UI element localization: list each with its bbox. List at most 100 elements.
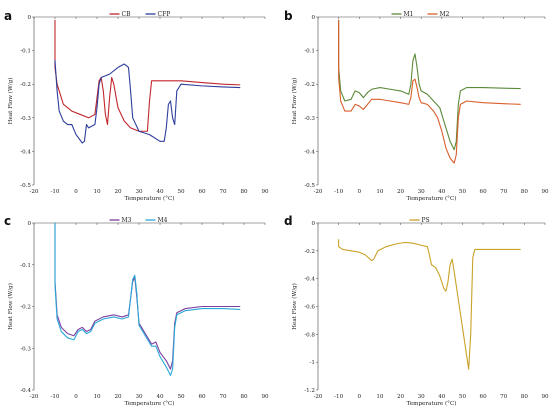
x-tick-label: 10 (376, 394, 384, 400)
y-tick-label: -0.2 (20, 305, 31, 311)
x-tick-label: 70 (500, 189, 508, 195)
y-tick-label: -0.8 (304, 332, 315, 338)
x-tick-label: 20 (397, 394, 405, 400)
y-tick-label: -1.2 (304, 388, 315, 394)
x-tick-label: 60 (480, 189, 488, 195)
x-tick-label: 50 (459, 189, 467, 195)
series-line-m2 (338, 19, 521, 164)
x-tick-label: 70 (500, 394, 508, 400)
x-tick-label: -10 (334, 189, 343, 195)
x-axis-title: Temperature (°C) (407, 400, 457, 407)
chart-panel-a: a 0 -0.1 -0.2 -0.3 -0.4 -0.5-20 -10 0 10 20 30 40 50 6… (4, 9, 269, 202)
panel-letter: c (4, 214, 11, 228)
y-tick-label: -0.2 (20, 82, 31, 88)
x-tick-label: 70 (219, 189, 227, 195)
panel-letter: b (284, 9, 293, 23)
x-tick-label: 60 (480, 394, 488, 400)
x-axis-title: Temperature (°C) (125, 195, 175, 202)
y-tick-label: -0.2 (304, 249, 315, 255)
y-tick-label: -1 (310, 360, 315, 366)
series-line-cb (54, 19, 241, 132)
series-line-m3 (54, 222, 241, 370)
x-tick-label: 40 (156, 189, 164, 195)
y-tick-label: -0.3 (20, 116, 31, 122)
y-axis-title: Heat Flow (W/g) (291, 283, 298, 330)
x-tick-label: 50 (177, 394, 185, 400)
x-tick-label: -20 (313, 189, 322, 195)
x-tick-label: 0 (74, 189, 78, 195)
x-tick-label: 60 (198, 189, 206, 195)
x-tick-label: -10 (50, 189, 59, 195)
y-tick-label: -0.3 (20, 346, 31, 352)
y-tick-label: -0.4 (304, 277, 315, 283)
x-tick-label: 40 (156, 394, 164, 400)
x-tick-label: 80 (521, 394, 529, 400)
legend-label-m4: M4 (158, 217, 168, 224)
y-tick-label: -0.1 (304, 49, 315, 55)
series-line-m1 (338, 19, 521, 151)
chart-panel-b: b 0 -0.1 -0.2 -0.3 -0.4 -0.5-20 -10 0 10 20 30 40 50 6… (284, 9, 549, 202)
y-axis-title: Heat Flow (W/g) (7, 283, 14, 330)
y-tick-label: -0.3 (304, 116, 315, 122)
x-tick-label: -20 (313, 394, 322, 400)
x-axis-title: Temperature (°C) (125, 400, 175, 407)
panel-letter: d (284, 214, 293, 228)
y-tick-label: -0.1 (20, 49, 31, 55)
x-tick-label: 90 (261, 394, 269, 400)
x-tick-label: 10 (93, 394, 101, 400)
chart-panel-c: c 0 -0.1 -0.2 -0.3 -0.4-20 -10 0 10 20 30 40 50 60 70 8… (4, 214, 269, 407)
y-tick-label: -0.6 (304, 305, 315, 311)
x-tick-label: 30 (418, 189, 426, 195)
x-tick-label: -10 (334, 394, 343, 400)
x-axis-title: Temperature (°C) (407, 195, 457, 202)
y-tick-label: -0.5 (304, 183, 315, 189)
series-line-ps (338, 239, 521, 370)
y-tick-label: -0.4 (20, 388, 31, 394)
x-tick-label: 0 (74, 394, 78, 400)
y-tick-label: -0.5 (20, 183, 31, 189)
y-axis-title: Heat Flow (W/g) (291, 78, 298, 125)
y-tick-label: 0 (27, 221, 31, 227)
x-tick-label: 80 (521, 189, 529, 195)
x-tick-label: 70 (219, 394, 227, 400)
x-tick-label: 90 (541, 394, 549, 400)
legend-label-ps: PS (422, 217, 430, 224)
x-tick-label: 10 (376, 189, 384, 195)
x-tick-label: 20 (114, 394, 122, 400)
y-tick-label: -0.4 (20, 149, 31, 155)
x-tick-label: -20 (29, 394, 38, 400)
x-tick-label: -20 (29, 189, 38, 195)
chart-panel-d: d 0 -0.2 -0.4 -0.6 -0.8 -1 -1.2-20 -10 0 10 20 30 40 5… (284, 214, 549, 407)
y-axis-title: Heat Flow (W/g) (7, 78, 14, 125)
x-tick-label: 40 (438, 189, 446, 195)
y-tick-label: -0.2 (304, 82, 315, 88)
x-tick-label: 60 (198, 394, 206, 400)
x-tick-label: 40 (438, 394, 446, 400)
y-tick-label: 0 (27, 15, 31, 21)
panel-letter: a (4, 9, 12, 23)
y-tick-label: -0.4 (304, 149, 315, 155)
series-line-m4 (54, 222, 241, 376)
x-tick-label: 80 (240, 189, 248, 195)
x-tick-label: 0 (357, 394, 361, 400)
x-tick-label: 20 (114, 189, 122, 195)
legend-label-cb: CB (122, 11, 132, 18)
x-tick-label: 80 (240, 394, 248, 400)
legend-label-cfp: CFP (158, 11, 171, 18)
x-tick-label: 90 (261, 189, 269, 195)
x-tick-label: 30 (135, 394, 143, 400)
x-tick-label: 50 (459, 394, 467, 400)
x-tick-label: -10 (50, 394, 59, 400)
series-line-cfp (54, 60, 241, 144)
x-tick-label: 10 (93, 189, 101, 195)
x-tick-label: 20 (397, 189, 405, 195)
y-tick-label: -0.1 (20, 263, 31, 269)
x-tick-label: 30 (135, 189, 143, 195)
legend-label-m1: M1 (404, 11, 414, 18)
legend-label-m3: M3 (122, 217, 132, 224)
y-tick-label: 0 (311, 15, 315, 21)
x-tick-label: 90 (541, 189, 549, 195)
x-tick-label: 30 (418, 394, 426, 400)
x-tick-label: 0 (357, 189, 361, 195)
